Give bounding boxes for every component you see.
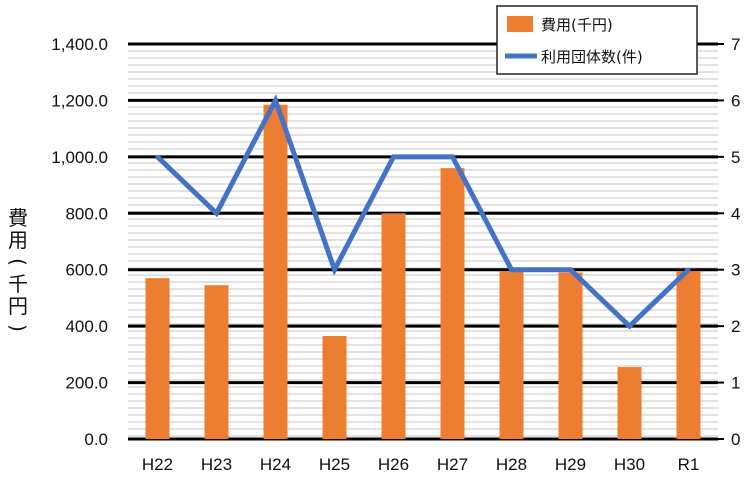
bar — [322, 336, 347, 439]
x-tick-label: H26 — [378, 455, 409, 474]
x-tick-label: R1 — [678, 455, 700, 474]
y2-tick-label: 0 — [731, 430, 740, 449]
x-tick-label: H28 — [496, 455, 527, 474]
y-axis-title-char: 費 — [8, 206, 28, 230]
y-tick-label: 200.0 — [65, 374, 108, 393]
y-tick-label: 800.0 — [65, 204, 108, 223]
y-axis-title-char: ( — [6, 258, 30, 266]
bar — [440, 168, 465, 439]
y-axis-left: 0.0 200.0 400.0 600.0 800.0 1,000.0 1,200.0 1,4… — [51, 35, 108, 449]
line-point — [214, 211, 219, 216]
y2-tick-label: 4 — [731, 204, 740, 223]
y-axis-title-char: 千 — [8, 272, 28, 296]
y2-tick-label: 7 — [731, 35, 740, 54]
legend-label-groups: 利用団体数(件) — [541, 48, 643, 66]
line-point — [391, 154, 396, 159]
x-axis: H22 H23 H24 H25 H26 H27 H28 H29 H30 R1 — [142, 455, 699, 474]
x-tick-label: H24 — [260, 455, 291, 474]
line-point — [332, 267, 337, 272]
y-tick-label: 1,000.0 — [51, 148, 108, 167]
y-tick-label: 400.0 — [65, 317, 108, 336]
y-tick-label: 600.0 — [65, 261, 108, 280]
y-axis-title-char: 円 — [8, 294, 28, 318]
line-point — [509, 267, 514, 272]
bar — [204, 285, 229, 439]
line-point — [568, 267, 573, 272]
bar — [381, 213, 406, 439]
x-tick-label: H22 — [142, 455, 173, 474]
series-line — [155, 94, 691, 330]
y2-tick-label: 3 — [731, 261, 740, 280]
bar — [499, 271, 524, 439]
y2-tick-label: 6 — [731, 91, 740, 110]
y-axis-right: 0 1 2 3 4 5 6 7 — [718, 35, 740, 449]
y-axis-title-char: ) — [6, 324, 30, 332]
x-tick-label: H27 — [437, 455, 468, 474]
line-point — [686, 267, 691, 272]
bar — [558, 272, 583, 439]
bar — [145, 278, 170, 439]
y-tick-label: 1,400.0 — [51, 35, 108, 54]
y-axis-title-char: 用 — [8, 228, 28, 252]
x-tick-label: H25 — [319, 455, 350, 474]
x-tick-label: H30 — [614, 455, 645, 474]
line-point — [155, 154, 160, 159]
legend: 費用(千円) 利用団体数(件) — [496, 5, 698, 75]
line-point — [627, 324, 632, 329]
y-tick-label: 0.0 — [84, 430, 108, 449]
bar — [263, 104, 288, 440]
y2-tick-label: 1 — [731, 374, 740, 393]
bar — [676, 271, 701, 439]
y2-tick-label: 5 — [731, 148, 740, 167]
bar-series — [145, 104, 701, 440]
line-point — [273, 98, 278, 103]
legend-label-cost: 費用(千円) — [541, 16, 613, 34]
x-tick-label: H23 — [201, 455, 232, 474]
line-series — [155, 94, 691, 330]
legend-swatch-cost — [507, 16, 533, 32]
x-tick-label: H29 — [555, 455, 586, 474]
line-point — [450, 154, 455, 159]
bar — [617, 367, 642, 439]
y2-tick-label: 2 — [731, 317, 740, 336]
y-tick-label: 1,200.0 — [51, 91, 108, 110]
